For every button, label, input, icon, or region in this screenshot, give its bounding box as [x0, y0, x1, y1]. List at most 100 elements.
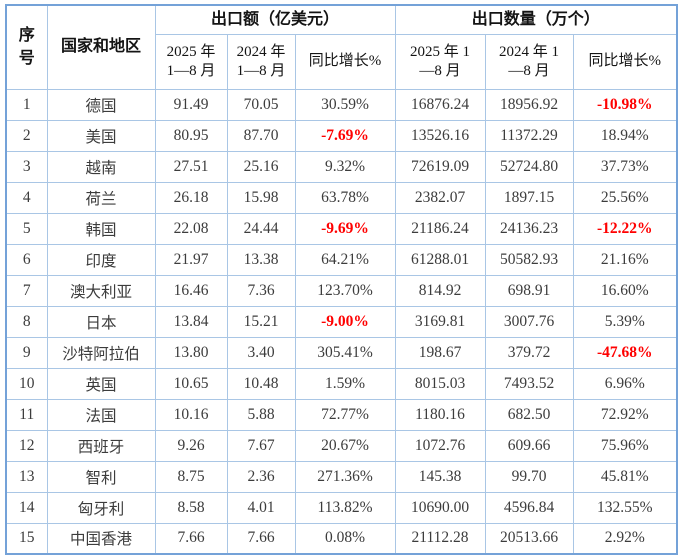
- header-value-2024-line2: 1—8 月: [236, 62, 286, 79]
- cell-export-value-2025: 10.65: [154, 367, 228, 400]
- cell-export-qty-growth: 45.81%: [572, 460, 678, 493]
- cell-export-value-2025: 10.16: [154, 398, 228, 431]
- table-row: 6 印度 21.97 13.38 64.21% 61288.01 50582.9…: [5, 243, 678, 276]
- cell-export-qty-2025: 10690.00: [394, 491, 486, 524]
- cell-export-value-growth: 64.21%: [294, 243, 396, 276]
- cell-export-value-2024: 24.44: [226, 212, 296, 245]
- table-row: 3 越南 27.51 25.16 9.32% 72619.09 52724.80…: [5, 150, 678, 183]
- cell-country: 荷兰: [46, 181, 156, 214]
- cell-export-value-2024: 25.16: [226, 150, 296, 183]
- cell-seq: 1: [5, 88, 48, 121]
- cell-export-value-2025: 27.51: [154, 150, 228, 183]
- cell-country: 沙特阿拉伯: [46, 336, 156, 369]
- header-qty-2024: 2024 年 1 —8 月: [484, 33, 574, 90]
- cell-country: 智利: [46, 460, 156, 493]
- cell-export-qty-2024: 24136.23: [484, 212, 574, 245]
- cell-export-value-2025: 13.80: [154, 336, 228, 369]
- cell-export-value-growth: 9.32%: [294, 150, 396, 183]
- header-qty-2024-line2: —8 月: [508, 62, 550, 79]
- cell-export-qty-growth: 2.92%: [572, 522, 678, 555]
- cell-export-value-2024: 2.36: [226, 460, 296, 493]
- cell-export-value-2024: 15.21: [226, 305, 296, 338]
- table-row: 13 智利 8.75 2.36 271.36% 145.38 99.70 45.…: [5, 460, 678, 493]
- cell-export-value-2024: 87.70: [226, 119, 296, 152]
- cell-export-qty-growth: 25.56%: [572, 181, 678, 214]
- cell-export-value-growth: 123.70%: [294, 274, 396, 307]
- cell-export-qty-growth: 6.96%: [572, 367, 678, 400]
- cell-export-value-2025: 21.97: [154, 243, 228, 276]
- header-group-row: 序号 国家和地区 出口额（亿美元） 出口数量（万个）: [5, 4, 678, 90]
- cell-country: 日本: [46, 305, 156, 338]
- cell-export-value-growth: 20.67%: [294, 429, 396, 462]
- cell-country: 英国: [46, 367, 156, 400]
- table-row: 15 中国香港 7.66 7.66 0.08% 21112.28 20513.6…: [5, 522, 678, 555]
- cell-country: 匈牙利: [46, 491, 156, 524]
- cell-export-qty-2025: 21112.28: [394, 522, 486, 555]
- cell-export-value-2025: 91.49: [154, 88, 228, 121]
- cell-export-value-2025: 22.08: [154, 212, 228, 245]
- cell-export-value-2024: 70.05: [226, 88, 296, 121]
- table-row: 10 英国 10.65 10.48 1.59% 8015.03 7493.52 …: [5, 367, 678, 400]
- cell-export-qty-2024: 11372.29: [484, 119, 574, 152]
- cell-seq: 3: [5, 150, 48, 183]
- cell-seq: 6: [5, 243, 48, 276]
- header-seq-label: 序号: [18, 27, 35, 68]
- cell-seq: 9: [5, 336, 48, 369]
- cell-export-value-growth: 271.36%: [294, 460, 396, 493]
- cell-export-value-2024: 4.01: [226, 491, 296, 524]
- cell-export-qty-2024: 52724.80: [484, 150, 574, 183]
- cell-export-qty-2024: 379.72: [484, 336, 574, 369]
- cell-export-value-2025: 9.26: [154, 429, 228, 462]
- header-seq: 序号: [5, 4, 48, 90]
- table-row: 11 法国 10.16 5.88 72.77% 1180.16 682.50 7…: [5, 398, 678, 431]
- cell-seq: 13: [5, 460, 48, 493]
- cell-country: 印度: [46, 243, 156, 276]
- cell-export-qty-2024: 50582.93: [484, 243, 574, 276]
- cell-export-qty-2025: 145.38: [394, 460, 486, 493]
- cell-seq: 15: [5, 522, 48, 555]
- cell-country: 越南: [46, 150, 156, 183]
- cell-export-qty-growth: 37.73%: [572, 150, 678, 183]
- cell-export-value-2024: 7.66: [226, 522, 296, 555]
- cell-export-value-growth: -9.00%: [294, 305, 396, 338]
- cell-export-qty-2024: 3007.76: [484, 305, 574, 338]
- cell-export-value-2025: 26.18: [154, 181, 228, 214]
- cell-export-qty-growth: -12.22%: [572, 212, 678, 245]
- cell-export-value-2024: 5.88: [226, 398, 296, 431]
- cell-export-qty-2024: 698.91: [484, 274, 574, 307]
- cell-export-value-growth: -7.69%: [294, 119, 396, 152]
- header-qty-growth: 同比增长%: [572, 33, 678, 90]
- cell-export-value-2025: 16.46: [154, 274, 228, 307]
- cell-seq: 7: [5, 274, 48, 307]
- cell-export-qty-growth: 21.16%: [572, 243, 678, 276]
- cell-export-qty-2025: 21186.24: [394, 212, 486, 245]
- table-row: 1 德国 91.49 70.05 30.59% 16876.24 18956.9…: [5, 88, 678, 121]
- cell-export-value-2025: 13.84: [154, 305, 228, 338]
- header-country: 国家和地区: [46, 4, 156, 90]
- cell-export-value-growth: 305.41%: [294, 336, 396, 369]
- header-sub-row: 2025 年 1—8 月 2024 年 1—8 月 同比增长% 2025 年 1…: [6, 33, 678, 90]
- cell-export-qty-2025: 3169.81: [394, 305, 486, 338]
- cell-seq: 10: [5, 367, 48, 400]
- cell-export-value-2025: 7.66: [154, 522, 228, 555]
- cell-seq: 11: [5, 398, 48, 431]
- cell-seq: 2: [5, 119, 48, 152]
- table-body: 1 德国 91.49 70.05 30.59% 16876.24 18956.9…: [5, 88, 678, 555]
- cell-country: 韩国: [46, 212, 156, 245]
- cell-seq: 12: [5, 429, 48, 462]
- cell-export-qty-2024: 1897.15: [484, 181, 574, 214]
- cell-country: 美国: [46, 119, 156, 152]
- header-export-qty-group: 出口数量（万个）: [394, 4, 678, 35]
- cell-export-qty-growth: 5.39%: [572, 305, 678, 338]
- cell-export-value-2025: 80.95: [154, 119, 228, 152]
- table-row: 7 澳大利亚 16.46 7.36 123.70% 814.92 698.91 …: [5, 274, 678, 307]
- cell-export-qty-2025: 13526.16: [394, 119, 486, 152]
- cell-export-value-2025: 8.75: [154, 460, 228, 493]
- cell-export-qty-2025: 1180.16: [394, 398, 486, 431]
- cell-export-value-growth: 0.08%: [294, 522, 396, 555]
- cell-export-qty-2025: 1072.76: [394, 429, 486, 462]
- header-qty-2025-line2: —8 月: [419, 62, 461, 79]
- cell-export-qty-2025: 72619.09: [394, 150, 486, 183]
- cell-export-qty-2024: 682.50: [484, 398, 574, 431]
